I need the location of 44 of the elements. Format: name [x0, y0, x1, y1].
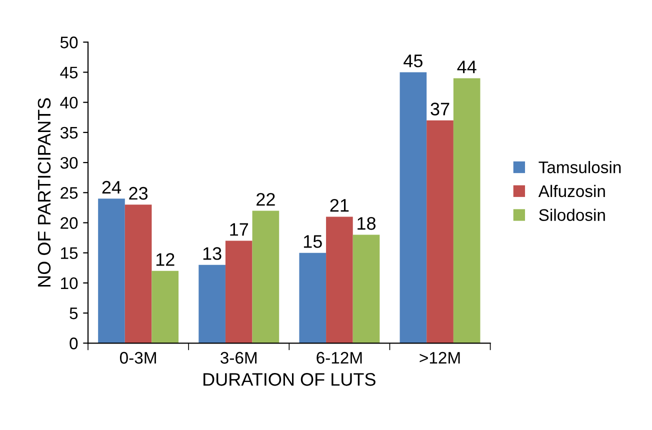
bar	[400, 72, 427, 344]
bar	[453, 78, 480, 344]
bar	[326, 216, 353, 344]
y-tick-label: 30	[60, 156, 78, 169]
bar	[124, 204, 152, 344]
bar	[198, 264, 226, 344]
y-tick-label: 25	[60, 187, 78, 199]
data-label: 13	[203, 247, 222, 260]
data-label: 21	[330, 198, 349, 212]
data-label: 37	[430, 102, 450, 116]
legend-label: Tamsulosin	[538, 161, 621, 174]
x-tick-label: 6-12M	[316, 352, 362, 364]
data-label: 17	[230, 223, 248, 236]
y-axis-title: NO OF PARTICIPANTS	[38, 98, 51, 286]
y-tick-label: 0	[70, 338, 78, 350]
legend-label: Alfuzosin	[538, 184, 605, 198]
bar	[352, 234, 380, 344]
data-label: 23	[129, 186, 148, 200]
legend-label: Silodosin	[539, 208, 605, 221]
y-tick-label: 5	[70, 308, 78, 320]
bar	[299, 252, 326, 344]
data-label: 15	[304, 235, 322, 248]
y-tick-label: 45	[60, 66, 78, 78]
data-label: 12	[156, 253, 174, 266]
y-tick-label: 50	[60, 36, 78, 48]
bar	[252, 210, 280, 344]
y-tick-label: 15	[61, 247, 78, 260]
bar	[152, 270, 179, 344]
data-label: 44	[457, 60, 476, 74]
x-tick-label: 0-3M	[120, 352, 156, 364]
data-label: 18	[358, 217, 376, 230]
x-axis-title: DURATION OF LUTS	[204, 373, 376, 386]
data-label: 24	[102, 180, 121, 194]
x-tick-label: >12M	[420, 352, 460, 364]
data-label: 22	[256, 192, 275, 206]
bar	[98, 198, 125, 344]
x-tick-label: 3-6M	[220, 352, 256, 364]
y-tick-label: 35	[60, 126, 78, 139]
y-tick-label: 10	[61, 277, 78, 290]
bar	[426, 120, 454, 344]
data-label: 45	[404, 54, 422, 68]
y-tick-label: 40	[60, 96, 78, 109]
y-tick-label: 20	[60, 217, 78, 229]
bar	[225, 240, 252, 344]
